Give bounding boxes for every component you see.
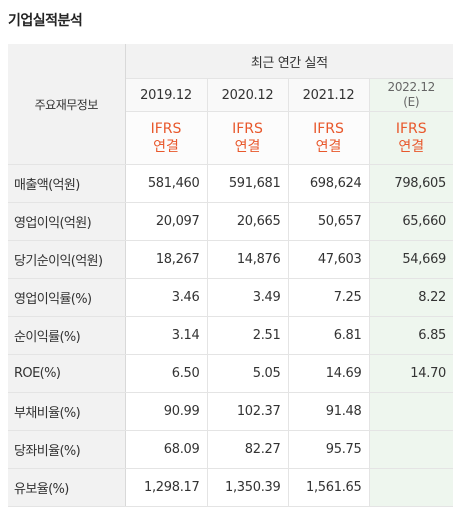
row-label: 영업이익률(%)	[8, 278, 126, 317]
value-cell: 82.27	[207, 430, 289, 469]
value-cell: 20,097	[125, 202, 208, 241]
row-label: ROE(%)	[8, 354, 126, 393]
year-header-estimate: 2022.12 (E)	[369, 78, 453, 112]
table-row: 순이익률(%) 3.14 2.51 6.81 6.85	[8, 316, 453, 355]
value-cell-estimate	[369, 392, 453, 431]
value-cell: 3.14	[125, 316, 208, 355]
table-row: 매출액(억원) 581,460 591,681 698,624 798,605	[8, 164, 453, 203]
row-header-label: 주요재무정보	[8, 44, 126, 165]
value-cell: 14.69	[288, 354, 370, 393]
value-cell: 3.49	[207, 278, 289, 317]
value-cell: 6.81	[288, 316, 370, 355]
value-cell: 18,267	[125, 240, 208, 279]
period-group-label: 최근 연간 실적	[125, 44, 453, 79]
value-cell: 95.75	[288, 430, 370, 469]
value-cell: 7.25	[288, 278, 370, 317]
value-cell: 1,298.17	[125, 468, 208, 507]
table-row: 당기순이익(억원) 18,267 14,876 47,603 54,669	[8, 240, 453, 279]
row-label: 매출액(억원)	[8, 164, 126, 203]
value-cell: 90.99	[125, 392, 208, 431]
basis-standard: IFRS	[313, 121, 344, 137]
value-cell: 3.46	[125, 278, 208, 317]
basis-header: IFRS 연결	[207, 111, 289, 165]
basis-standard: IFRS	[150, 121, 182, 137]
value-cell: 102.37	[207, 392, 289, 431]
value-cell: 14,876	[207, 240, 289, 279]
value-cell: 6.50	[125, 354, 208, 393]
value-cell: 581,460	[125, 164, 208, 203]
section-title: 기업실적분석	[8, 13, 83, 29]
basis-scope: 연결	[234, 139, 261, 155]
basis-scope: 연결	[315, 139, 342, 155]
value-cell-estimate: 54,669	[369, 240, 453, 279]
basis-standard: IFRS	[395, 121, 427, 137]
row-label: 당기순이익(억원)	[8, 240, 126, 279]
row-label: 순이익률(%)	[8, 316, 126, 355]
table-row: 유보율(%) 1,298.17 1,350.39 1,561.65	[8, 468, 453, 507]
basis-header: IFRS 연결	[125, 111, 208, 165]
basis-scope: 연결	[153, 139, 179, 155]
value-cell: 47,603	[288, 240, 370, 279]
value-cell-estimate: 6.85	[369, 316, 453, 355]
basis-scope: 연결	[398, 139, 425, 155]
value-cell: 1,561.65	[288, 468, 370, 507]
value-cell: 91.48	[288, 392, 370, 431]
table-row: 영업이익(억원) 20,097 20,665 50,657 65,660	[8, 202, 453, 241]
value-cell-estimate	[369, 468, 453, 507]
basis-header: IFRS 연결	[369, 111, 453, 165]
value-cell: 20,665	[207, 202, 289, 241]
table-row: 부채비율(%) 90.99 102.37 91.48	[8, 392, 453, 431]
value-cell: 1,350.39	[207, 468, 289, 507]
row-label: 당좌비율(%)	[8, 430, 126, 469]
row-label: 영업이익(억원)	[8, 202, 126, 241]
value-cell-estimate: 14.70	[369, 354, 453, 393]
value-cell: 50,657	[288, 202, 370, 241]
basis-header: IFRS 연결	[288, 111, 370, 165]
value-cell: 5.05	[207, 354, 289, 393]
value-cell-estimate: 65,660	[369, 202, 453, 241]
table-row: ROE(%) 6.50 5.05 14.69 14.70	[8, 354, 453, 393]
row-label: 유보율(%)	[8, 468, 126, 507]
year-header: 2020.12	[207, 78, 289, 112]
year-label: 2022.12	[387, 80, 436, 94]
value-cell: 2.51	[207, 316, 289, 355]
value-cell: 591,681	[207, 164, 289, 203]
value-cell-estimate: 798,605	[369, 164, 453, 203]
table-row: 당좌비율(%) 68.09 82.27 95.75	[8, 430, 453, 469]
financial-summary-table: 주요재무정보 최근 연간 실적 2019.12 2020.12 2021.12 …	[8, 44, 453, 507]
table-row: 영업이익률(%) 3.46 3.49 7.25 8.22	[8, 278, 453, 317]
value-cell-estimate	[369, 430, 453, 469]
value-cell: 698,624	[288, 164, 370, 203]
year-header: 2021.12	[288, 78, 370, 112]
value-cell: 68.09	[125, 430, 208, 469]
basis-standard: IFRS	[232, 121, 263, 137]
year-header: 2019.12	[125, 78, 208, 112]
value-cell-estimate: 8.22	[369, 278, 453, 317]
estimate-marker: (E)	[403, 95, 420, 109]
row-label: 부채비율(%)	[8, 392, 126, 431]
